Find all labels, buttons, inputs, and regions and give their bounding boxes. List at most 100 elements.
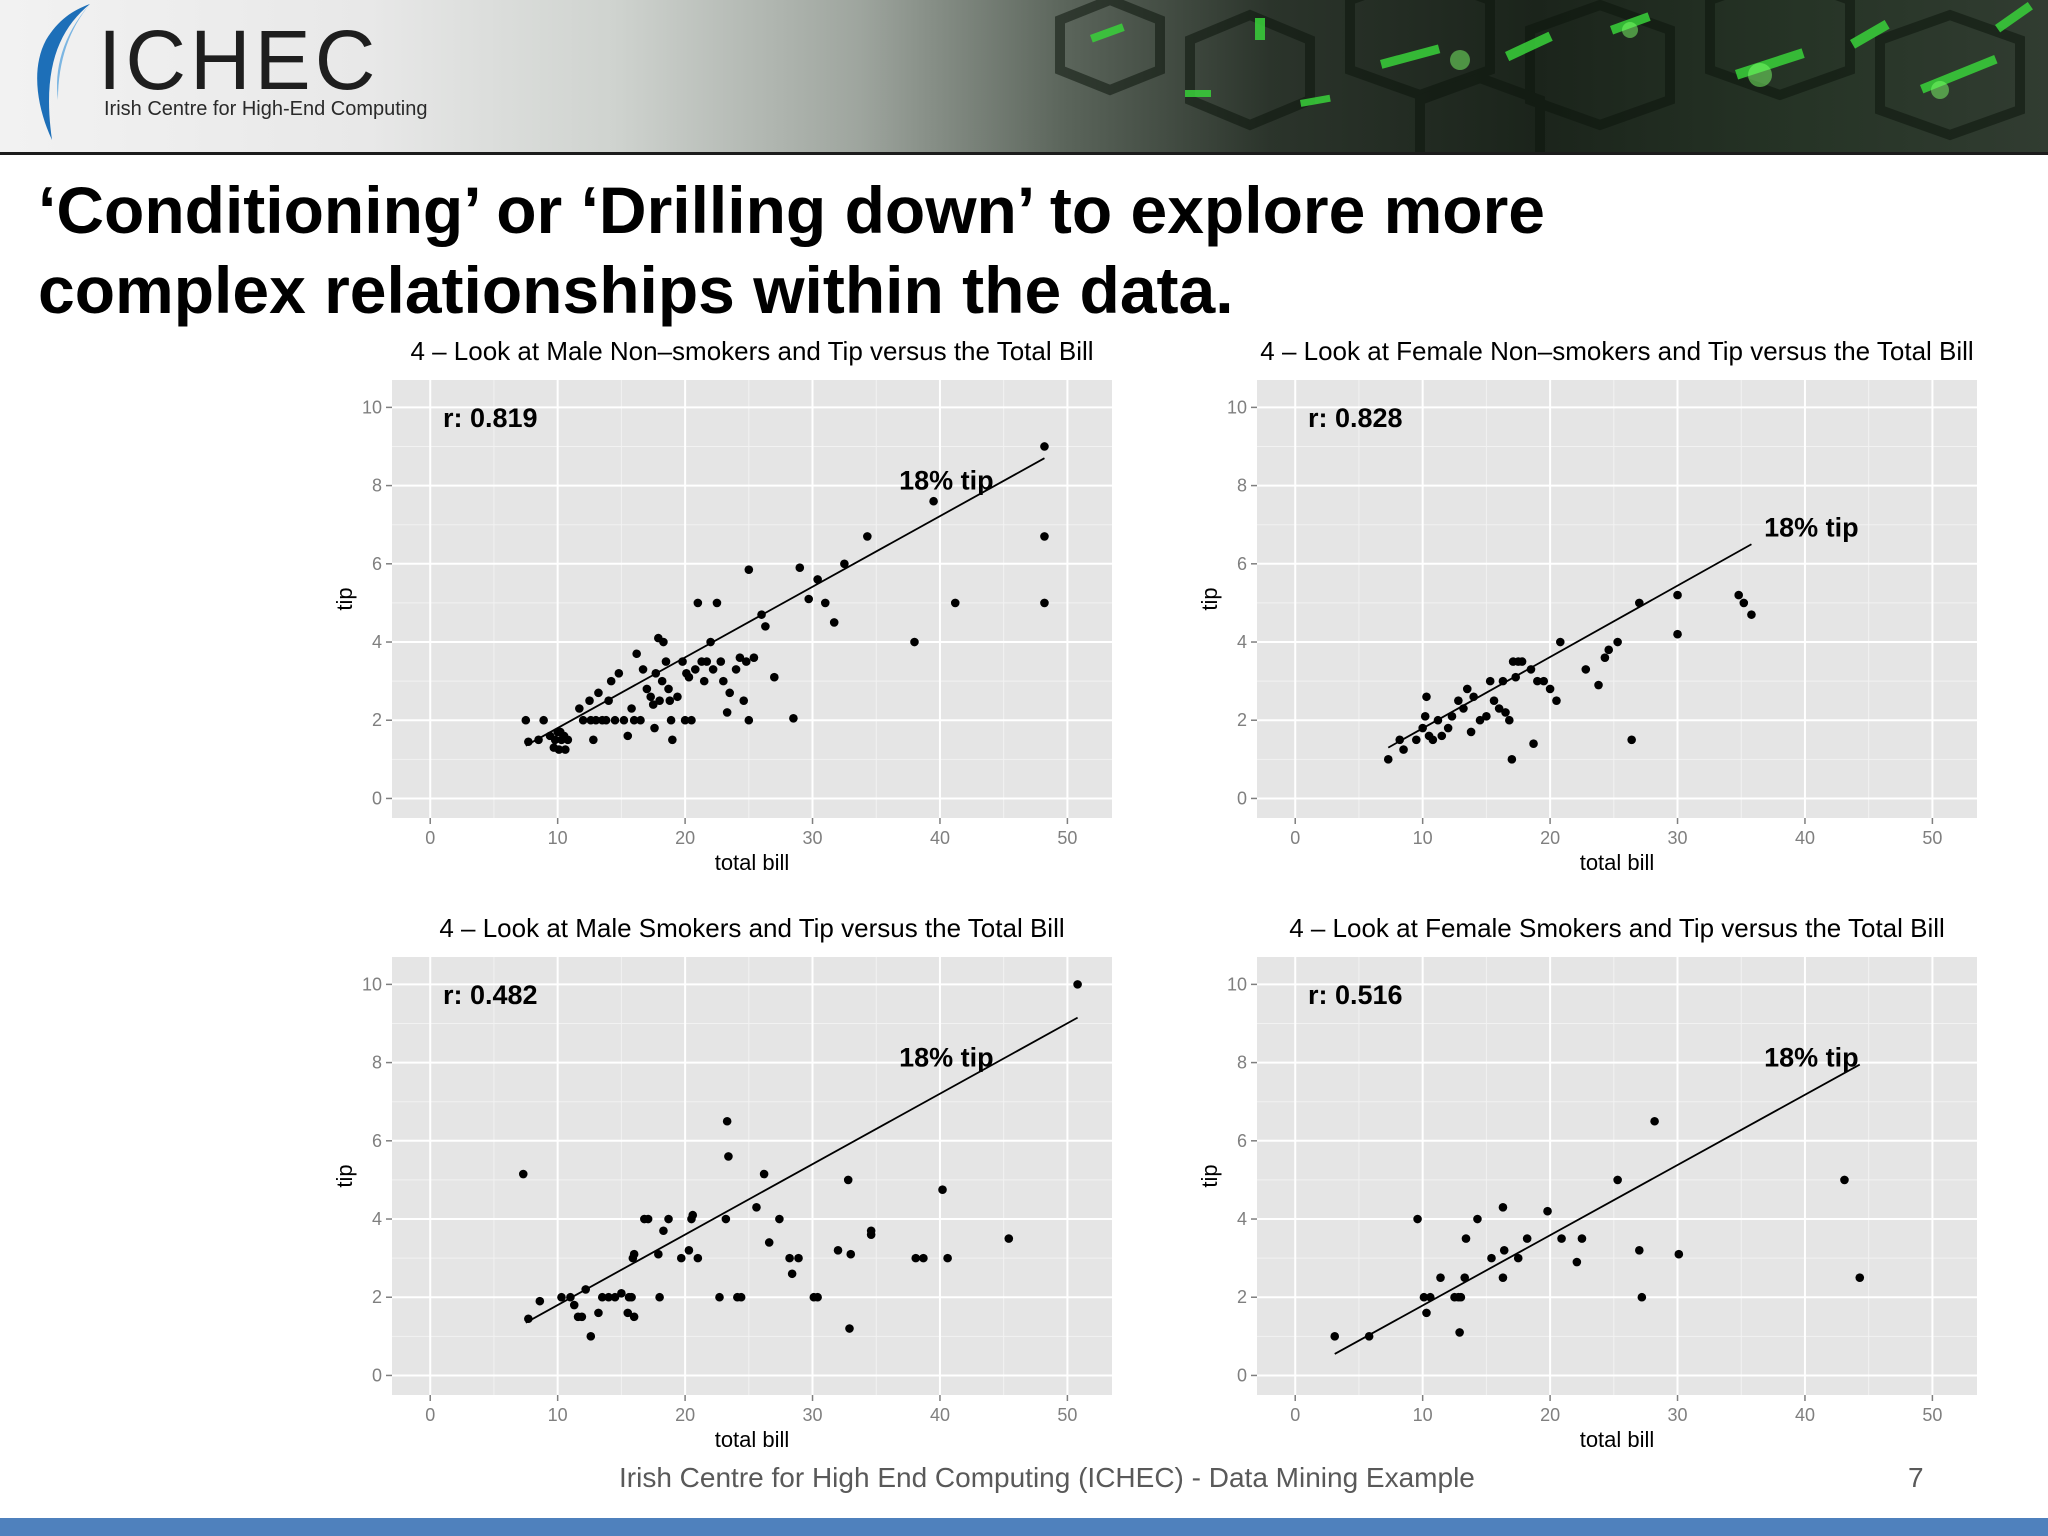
- data-point: [1517, 657, 1527, 666]
- data-point: [770, 672, 779, 682]
- data-point: [1533, 676, 1542, 686]
- data-point: [1426, 1292, 1435, 1302]
- x-axis-label: total bill: [1580, 1427, 1655, 1452]
- data-point: [1739, 598, 1749, 608]
- data-point: [744, 715, 754, 725]
- correlation-label: r: 0.828: [1308, 403, 1403, 433]
- data-point: [524, 1314, 533, 1324]
- chart-title: 4 – Look at Female Non–smokers and Tip v…: [1260, 336, 1973, 366]
- y-tick-label: 8: [372, 1053, 382, 1073]
- data-point: [693, 1253, 703, 1263]
- x-tick-label: 40: [930, 1405, 950, 1425]
- data-point: [744, 565, 754, 574]
- data-point: [659, 637, 668, 647]
- data-point: [561, 745, 570, 754]
- data-point: [610, 715, 620, 725]
- data-point: [829, 618, 839, 627]
- regression-line: [1334, 1063, 1861, 1355]
- y-tick-label: 6: [372, 1131, 382, 1151]
- data-point: [1456, 1292, 1466, 1302]
- data-point: [659, 1226, 668, 1236]
- data-point: [654, 1249, 663, 1259]
- data-point: [787, 1269, 797, 1279]
- data-point: [676, 1253, 686, 1263]
- data-point: [627, 1292, 636, 1302]
- data-point: [739, 696, 749, 705]
- x-tick-label: 0: [425, 828, 435, 848]
- data-point: [1469, 692, 1478, 702]
- y-axis-label: tip: [1197, 1164, 1222, 1187]
- logo-subtitle: Irish Centre for High-End Computing: [104, 98, 428, 120]
- x-tick-label: 20: [675, 1405, 695, 1425]
- x-tick-label: 0: [1290, 1405, 1300, 1425]
- data-point: [1447, 712, 1457, 721]
- chart-male-smokers: 4 – Look at Male Smokers and Tip versus …: [330, 913, 1160, 1457]
- y-axis-label: tip: [332, 587, 357, 610]
- data-point: [1627, 735, 1636, 745]
- data-point: [594, 688, 603, 698]
- x-tick-label: 40: [930, 828, 950, 848]
- data-point: [648, 700, 658, 709]
- data-point: [1413, 1214, 1422, 1224]
- data-point: [715, 1292, 724, 1302]
- correlation-label: r: 0.482: [443, 980, 538, 1010]
- y-tick-label: 4: [372, 632, 382, 652]
- data-point: [1364, 1332, 1374, 1341]
- plot-panel: [1257, 380, 1977, 818]
- data-point: [1419, 1292, 1429, 1302]
- data-point: [1498, 1273, 1508, 1282]
- x-tick-label: 0: [425, 1405, 435, 1425]
- data-point: [752, 1202, 761, 1212]
- y-tick-label: 2: [1237, 710, 1247, 730]
- y-tick-label: 10: [362, 397, 382, 417]
- data-point: [813, 1292, 822, 1302]
- data-point: [719, 676, 728, 686]
- data-point: [665, 696, 675, 705]
- x-tick-label: 30: [1668, 828, 1688, 848]
- data-point: [1443, 723, 1453, 733]
- chart-title: 4 – Look at Female Smokers and Tip versu…: [1289, 913, 1945, 943]
- data-point: [1040, 442, 1049, 451]
- x-tick-label: 50: [1057, 1405, 1077, 1425]
- data-point: [606, 676, 616, 686]
- data-point: [761, 622, 770, 631]
- data-point: [623, 731, 633, 741]
- data-point: [1613, 1175, 1622, 1185]
- y-axis-label: tip: [1197, 587, 1222, 610]
- data-point: [813, 575, 822, 584]
- data-point: [735, 653, 745, 662]
- data-point: [617, 1289, 626, 1298]
- plot-panel: [392, 380, 1112, 818]
- data-point: [1473, 1214, 1482, 1224]
- data-point: [664, 684, 673, 694]
- chart-female-smokers: 4 – Look at Female Smokers and Tip versu…: [1195, 913, 2025, 1457]
- data-point: [759, 1169, 769, 1179]
- data-point: [1004, 1234, 1014, 1243]
- data-point: [820, 598, 830, 608]
- data-point: [1433, 715, 1443, 725]
- data-point: [586, 1332, 596, 1341]
- y-axis-label: tip: [332, 1164, 357, 1187]
- x-axis-label: total bill: [1580, 850, 1655, 875]
- data-point: [1552, 696, 1561, 705]
- y-tick-label: 4: [1237, 632, 1247, 652]
- data-point: [938, 1185, 947, 1194]
- data-point: [623, 1308, 633, 1318]
- data-point: [581, 1285, 590, 1294]
- data-point: [566, 1292, 575, 1302]
- data-point: [1613, 637, 1622, 647]
- data-point: [655, 696, 664, 705]
- data-point: [1494, 704, 1504, 713]
- data-point: [1513, 1253, 1523, 1263]
- data-point: [614, 669, 624, 678]
- page-number: 7: [1908, 1462, 1924, 1493]
- data-point: [1383, 755, 1393, 764]
- data-point: [1330, 1332, 1340, 1341]
- x-tick-label: 30: [803, 1405, 823, 1425]
- data-point: [1489, 696, 1499, 705]
- y-tick-label: 0: [1237, 1365, 1247, 1385]
- data-point: [629, 715, 639, 725]
- data-point: [1505, 715, 1514, 725]
- data-point: [629, 1312, 639, 1322]
- data-point: [1418, 723, 1427, 733]
